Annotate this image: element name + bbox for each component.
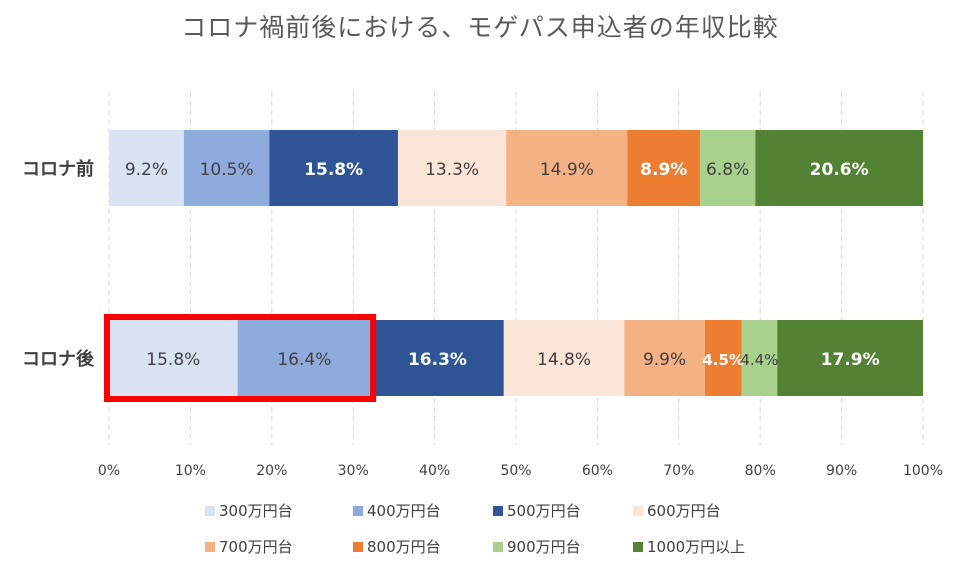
legend-swatch [353, 506, 363, 516]
legend-label: 700万円台 [219, 538, 293, 556]
data-label: 13.3% [425, 160, 479, 180]
data-label: 15.8% [304, 160, 363, 180]
data-label: 6.8% [706, 160, 749, 180]
data-label: 10.5% [200, 160, 254, 180]
x-tick-label: 100% [903, 463, 943, 479]
legend-label: 300万円台 [219, 502, 293, 520]
legend-label: 600万円台 [647, 502, 721, 520]
bar-segment [755, 130, 923, 206]
legend-swatch [633, 542, 643, 552]
data-label: 20.6% [810, 160, 869, 180]
bar-segment [624, 320, 705, 396]
x-tick-label: 50% [500, 463, 531, 479]
legend-item: 500万円台 [493, 500, 581, 521]
bar-segment [237, 320, 372, 396]
legend-swatch [205, 542, 215, 552]
data-label: 4.5% [702, 351, 744, 369]
data-label: 8.9% [640, 160, 687, 180]
x-tick-label: 90% [826, 463, 857, 479]
legend-item: 700万円台 [205, 536, 293, 557]
data-label: 16.3% [408, 350, 467, 370]
x-tick-label: 20% [256, 463, 287, 479]
bar-segment [699, 130, 756, 206]
bar-segment [397, 130, 507, 206]
data-labels: 9.2% 10.5% 15.8% 13.3% 14.9% 8.9% 6.8% 20.6% 15.… [125, 160, 880, 370]
bar-segment [269, 130, 398, 206]
legend-label: 900万円台 [507, 538, 581, 556]
legend-item: 600万円台 [633, 500, 721, 521]
chart-title: コロナ禍前後における、モゲパス申込者の年収比較 [181, 13, 779, 42]
data-label: 16.4% [277, 350, 331, 370]
bar-segment [109, 130, 184, 206]
x-axis-ticks: 0% 10% 20% 30% 40% 50% 60% 70% 80% 90% 100% [98, 463, 943, 479]
legend-item: 400万円台 [353, 500, 441, 521]
bar-segment [741, 320, 778, 396]
x-tick-label: 0% [98, 463, 120, 479]
legend-item: 1000万円以上 [633, 536, 745, 557]
bar-segment [777, 320, 923, 396]
bar-segment [503, 320, 625, 396]
bar-segment [109, 320, 238, 396]
legend-label: 500万円台 [507, 502, 581, 520]
data-label: 4.4% [740, 351, 778, 369]
legend-swatch [493, 506, 503, 516]
data-label: 14.9% [540, 160, 594, 180]
legend-label: 400万円台 [367, 502, 441, 520]
legend-label: 800万円台 [367, 538, 441, 556]
data-label: 17.9% [821, 350, 880, 370]
data-label: 9.2% [125, 160, 168, 180]
bar-segments [109, 130, 923, 396]
data-label: 9.9% [643, 350, 686, 370]
x-tick-label: 30% [338, 463, 369, 479]
x-tick-label: 70% [663, 463, 694, 479]
legend-item: 800万円台 [353, 536, 441, 557]
legend-swatch [633, 506, 643, 516]
legend-swatch [205, 506, 215, 516]
stacked-bar-chart: 0% 10% 20% 30% 40% 50% 60% 70% 80% 90% 100% コロナ前コロ… [22, 92, 943, 479]
data-label: 14.8% [537, 350, 591, 370]
bar-segment [371, 320, 504, 396]
legend-label: 1000万円以上 [647, 538, 746, 556]
x-tick-label: 80% [745, 463, 776, 479]
legend-swatch [493, 542, 503, 552]
bar-segment [704, 320, 742, 396]
highlight-box [104, 314, 377, 402]
legend-swatch [353, 542, 363, 552]
legend-item: 900万円台 [493, 536, 581, 557]
data-label: 15.8% [146, 350, 200, 370]
x-tick-label: 60% [582, 463, 613, 479]
bar-segment [506, 130, 628, 206]
category-label: コロナ後 [22, 348, 95, 370]
bar-segment [183, 130, 270, 206]
x-tick-label: 10% [175, 463, 206, 479]
x-tick-label: 40% [419, 463, 450, 479]
bar-segment [627, 130, 700, 206]
highlight-box-group [104, 314, 377, 402]
category-label: コロナ前 [22, 158, 94, 180]
legend-item: 300万円台 [205, 500, 293, 521]
